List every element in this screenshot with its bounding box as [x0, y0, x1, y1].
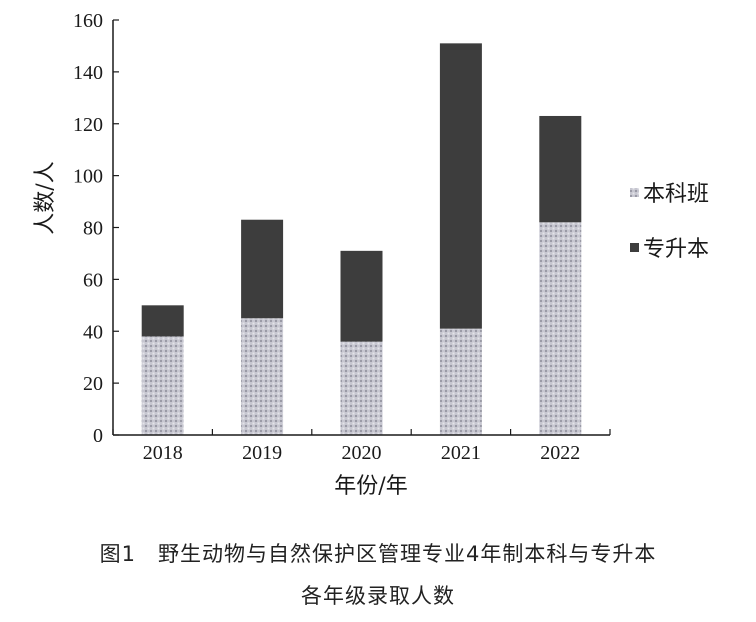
y-tick-label: 100: [73, 166, 103, 188]
y-tick-label: 80: [83, 218, 103, 240]
bar-2020-series-0: [340, 341, 383, 435]
bar-2019-series-1: [241, 219, 284, 319]
y-tick-label: 20: [83, 373, 103, 395]
y-tick-label: 0: [93, 425, 103, 447]
x-tick-label: 2020: [342, 442, 382, 464]
x-tick-label: 2021: [441, 442, 481, 464]
bar-2018-series-0: [141, 336, 184, 435]
legend-swatch-0: [630, 188, 639, 197]
y-tick-label: 160: [73, 10, 103, 32]
x-axis-title: 年份/年: [334, 474, 407, 499]
x-tick-label: 2022: [540, 442, 580, 464]
y-tick-label: 60: [83, 269, 103, 291]
legend-label-0: 本科班: [643, 182, 709, 207]
x-tick-label: 2018: [143, 442, 183, 464]
y-tick-label: 120: [73, 114, 103, 136]
bar-2021-series-0: [439, 328, 482, 435]
bar-2019-series-0: [241, 318, 284, 435]
bar-2022-series-1: [539, 115, 582, 223]
legend-label-1: 专升本: [643, 237, 709, 262]
bar-2020-series-1: [340, 250, 383, 342]
x-tick-label: 2019: [242, 442, 282, 464]
bar-2022-series-0: [539, 222, 582, 435]
stacked-bar-chart: 0 20 40 60 80 100 120 140 160 2018 2019 2020 2021 202…: [33, 10, 709, 499]
legend-swatch-1: [630, 243, 639, 252]
figure-caption-line1: 图1 野生动物与自然保护区管理专业4年制本科与专升本: [99, 542, 657, 566]
figure-caption-line2: 各年级录取人数: [301, 584, 455, 608]
axes-layer: 0 20 40 60 80 100 120 140 160 2018 2019 2020 2021 202…: [73, 10, 611, 464]
bars-layer: [141, 43, 582, 435]
y-axis-title: 人数/人: [33, 161, 58, 234]
y-tick-label: 140: [73, 62, 103, 84]
y-tick-label: 40: [83, 321, 103, 343]
bar-2021-series-1: [439, 43, 482, 329]
bar-2018-series-1: [141, 305, 184, 337]
